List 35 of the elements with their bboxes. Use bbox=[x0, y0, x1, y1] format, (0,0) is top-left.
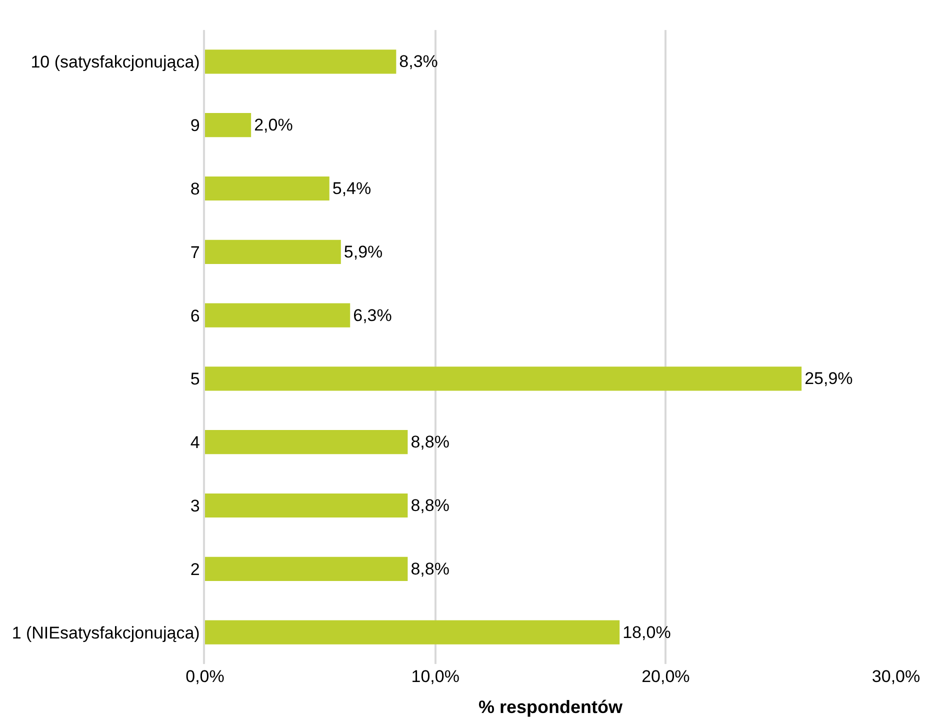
y-tick-label: 5 bbox=[190, 370, 200, 389]
y-tick-label: 8 bbox=[190, 179, 200, 198]
x-tick-label: 0,0% bbox=[186, 667, 224, 686]
data-label: 5,4% bbox=[332, 179, 372, 198]
data-label: 2,0% bbox=[254, 116, 293, 135]
bar bbox=[205, 493, 408, 518]
data-label: 8,8% bbox=[410, 496, 450, 515]
data-label: 25,9% bbox=[804, 369, 853, 388]
y-tick-label: 3 bbox=[190, 496, 200, 516]
y-tick-label: 4 bbox=[190, 433, 200, 452]
x-tick-label: 30,0% bbox=[872, 667, 920, 686]
bar bbox=[205, 430, 408, 454]
y-tick-label: 10 (satysfakcjonująca) bbox=[30, 52, 200, 72]
data-label: 8,3% bbox=[399, 52, 438, 72]
bar bbox=[205, 176, 330, 201]
data-label: 5,9% bbox=[344, 242, 383, 262]
data-label: 18,0% bbox=[622, 622, 671, 642]
x-tick-label: 20,0% bbox=[642, 667, 690, 686]
bar bbox=[205, 620, 620, 644]
bar bbox=[205, 240, 341, 264]
y-tick-label: 7 bbox=[190, 242, 200, 262]
x-axis-title: % respondentów bbox=[478, 697, 624, 718]
y-tick-label: 9 bbox=[190, 116, 200, 136]
x-tick-label: 10,0% bbox=[411, 667, 460, 686]
bar bbox=[205, 366, 802, 391]
bar bbox=[205, 556, 408, 581]
bar bbox=[205, 113, 252, 138]
data-label: 8,8% bbox=[410, 432, 450, 452]
y-tick-label: 2 bbox=[190, 560, 200, 579]
data-label: 6,3% bbox=[353, 306, 392, 325]
data-label: 8,8% bbox=[410, 559, 450, 578]
y-tick-label: 6 bbox=[190, 306, 200, 326]
bar bbox=[205, 303, 350, 328]
y-tick-label: 1 (NIEsatysfakcjonująca) bbox=[12, 623, 200, 642]
bar bbox=[205, 50, 396, 74]
